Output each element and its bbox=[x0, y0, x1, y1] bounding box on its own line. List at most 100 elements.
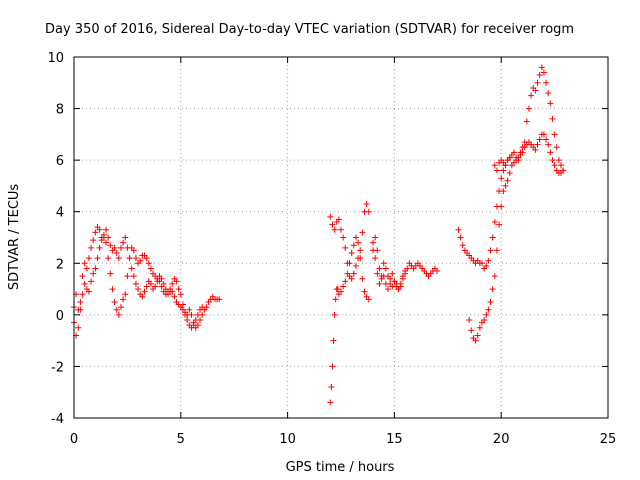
data-point bbox=[532, 87, 539, 94]
data-point bbox=[517, 149, 524, 156]
series-5 bbox=[370, 234, 409, 293]
series-2 bbox=[327, 234, 372, 406]
data-point bbox=[491, 273, 498, 280]
x-tick-label: 20 bbox=[493, 432, 510, 447]
data-point bbox=[111, 244, 118, 251]
data-point bbox=[135, 286, 142, 293]
data-point bbox=[327, 213, 334, 220]
data-point bbox=[355, 255, 362, 262]
data-point bbox=[506, 170, 513, 177]
data-point bbox=[502, 162, 509, 169]
data-point bbox=[384, 286, 391, 293]
data-point bbox=[107, 242, 114, 249]
data-point bbox=[132, 280, 139, 287]
data-point bbox=[352, 234, 359, 241]
data-point bbox=[188, 311, 195, 318]
data-point bbox=[365, 208, 372, 215]
data-point bbox=[402, 268, 409, 275]
data-point bbox=[560, 167, 567, 174]
data-point bbox=[506, 154, 513, 161]
data-point bbox=[145, 260, 152, 267]
data-point bbox=[216, 296, 223, 303]
data-point bbox=[493, 167, 500, 174]
data-point bbox=[515, 154, 522, 161]
data-point bbox=[334, 286, 341, 293]
data-point bbox=[92, 265, 99, 272]
data-point bbox=[481, 317, 488, 324]
data-point bbox=[184, 317, 191, 324]
data-point bbox=[147, 265, 154, 272]
x-axis-label: GPS time / hours bbox=[286, 460, 395, 475]
data-point bbox=[81, 260, 88, 267]
data-point bbox=[489, 234, 496, 241]
data-point bbox=[395, 286, 402, 293]
series-7 bbox=[466, 64, 567, 344]
y-tick-label: 2 bbox=[56, 257, 64, 272]
data-point bbox=[81, 280, 88, 287]
data-point bbox=[491, 219, 498, 226]
x-tick-label: 15 bbox=[386, 432, 403, 447]
data-point bbox=[500, 188, 507, 195]
data-point bbox=[329, 363, 336, 370]
data-point bbox=[466, 317, 473, 324]
data-point bbox=[179, 306, 186, 313]
data-point bbox=[111, 298, 118, 305]
plot-frame bbox=[73, 56, 609, 419]
y-tick-label: 0 bbox=[56, 309, 64, 324]
data-point bbox=[498, 175, 505, 182]
data-point bbox=[551, 131, 558, 138]
data-point bbox=[122, 291, 129, 298]
data-point bbox=[88, 278, 95, 285]
data-point bbox=[327, 399, 334, 406]
data-point bbox=[113, 249, 120, 256]
data-point bbox=[380, 260, 387, 267]
data-point bbox=[545, 90, 552, 97]
data-point bbox=[350, 242, 357, 249]
data-point bbox=[528, 92, 535, 99]
data-point bbox=[100, 234, 107, 241]
data-point bbox=[194, 311, 201, 318]
data-point bbox=[399, 273, 406, 280]
data-point bbox=[374, 270, 381, 277]
data-point bbox=[77, 306, 84, 313]
data-point bbox=[192, 317, 199, 324]
data-point bbox=[332, 296, 339, 303]
data-point bbox=[342, 278, 349, 285]
series-8 bbox=[491, 154, 513, 174]
axis-ticks bbox=[73, 56, 609, 419]
data-point bbox=[130, 273, 137, 280]
data-point bbox=[523, 118, 530, 125]
data-point bbox=[498, 203, 505, 210]
data-point bbox=[331, 226, 338, 233]
data-point bbox=[338, 226, 344, 233]
data-point bbox=[521, 139, 528, 146]
data-point bbox=[547, 100, 554, 107]
data-point bbox=[534, 79, 541, 86]
data-point bbox=[186, 306, 193, 313]
data-point bbox=[547, 149, 554, 156]
data-point bbox=[500, 167, 507, 174]
data-point bbox=[96, 226, 103, 233]
data-point bbox=[483, 311, 490, 318]
data-point bbox=[525, 105, 532, 112]
data-point bbox=[489, 286, 496, 293]
data-point bbox=[485, 257, 492, 264]
data-point bbox=[103, 226, 110, 233]
data-point bbox=[156, 278, 163, 285]
data-point bbox=[350, 270, 357, 277]
data-point bbox=[120, 239, 127, 246]
data-point bbox=[75, 324, 82, 331]
data-point bbox=[397, 280, 404, 287]
data-point bbox=[88, 244, 95, 251]
data-point bbox=[502, 182, 509, 189]
grid-lines bbox=[74, 57, 608, 418]
data-point bbox=[115, 255, 122, 262]
data-point bbox=[558, 162, 565, 169]
data-point bbox=[85, 288, 92, 295]
data-point bbox=[485, 306, 492, 313]
data-point bbox=[126, 255, 133, 262]
data-point bbox=[113, 306, 120, 313]
data-point bbox=[553, 144, 560, 151]
series-3 bbox=[327, 200, 372, 282]
data-point bbox=[348, 249, 355, 256]
